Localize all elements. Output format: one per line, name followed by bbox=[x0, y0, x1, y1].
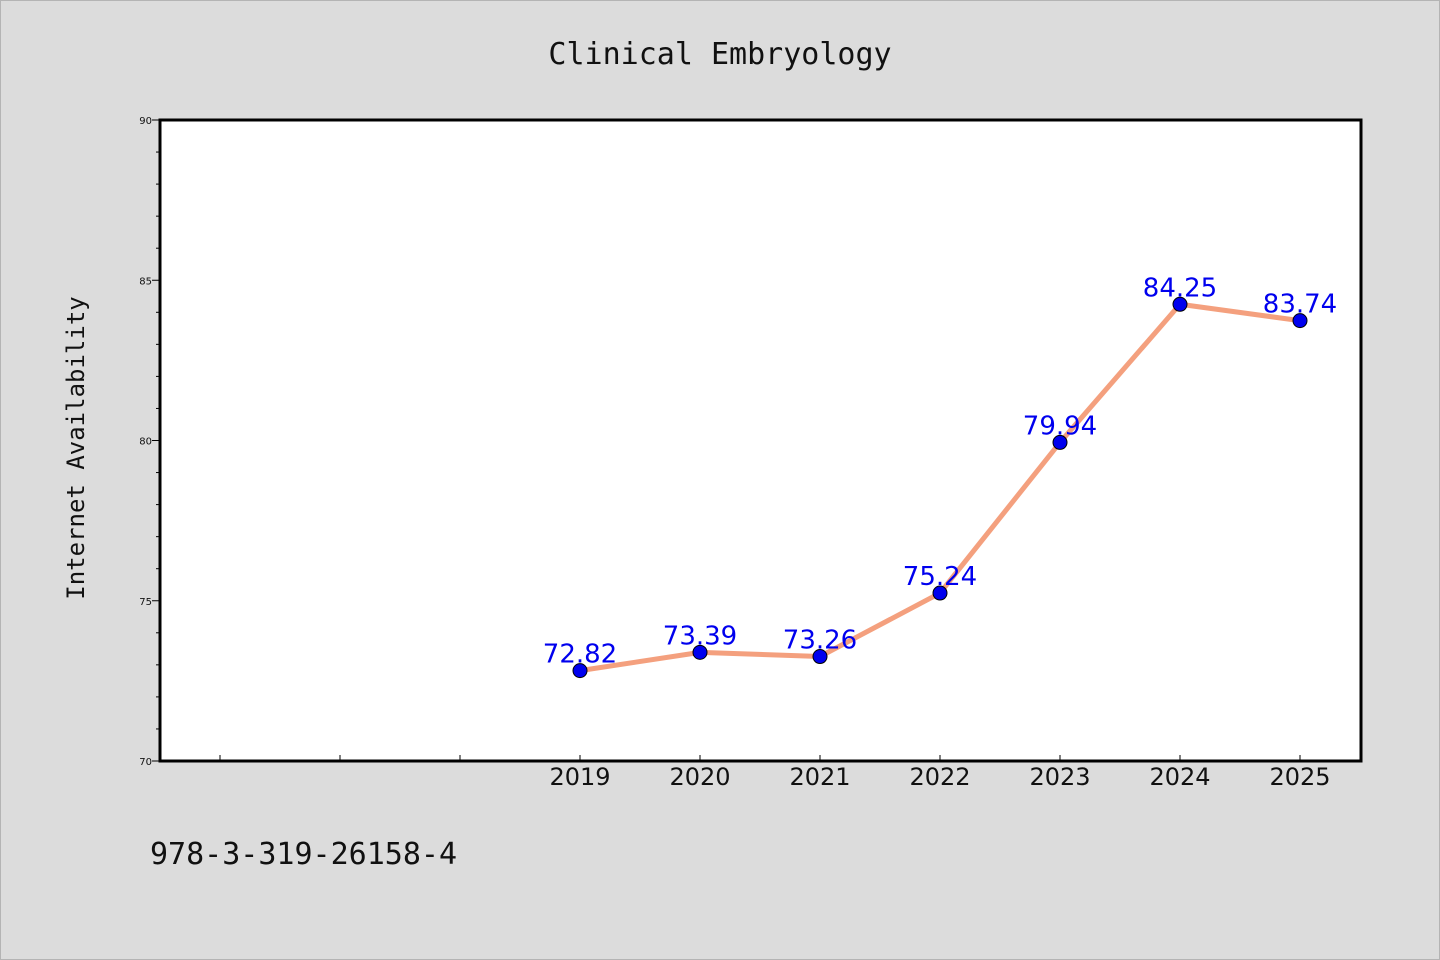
y-axis-ticks: 70 75 80 85 90 bbox=[139, 116, 160, 768]
data-label: 84.25 bbox=[1143, 273, 1217, 303]
data-label: 73.39 bbox=[663, 621, 737, 651]
plot-area bbox=[158, 118, 1363, 763]
data-point bbox=[1052, 434, 1068, 450]
data-point bbox=[1172, 296, 1188, 312]
x-tick-label: 2021 bbox=[789, 763, 850, 791]
data-point bbox=[1292, 313, 1308, 329]
data-label: 75.24 bbox=[903, 562, 977, 592]
y-axis-label: Internet Availability bbox=[62, 296, 90, 599]
y-tick-label: 70 bbox=[139, 757, 152, 768]
series-layer bbox=[572, 296, 1308, 679]
data-label: 79.94 bbox=[1023, 411, 1097, 441]
data-labels-layer: 72.82 73.39 73.26 75.24 79.94 84.25 83.74 bbox=[543, 273, 1337, 669]
data-label: 73.26 bbox=[783, 626, 857, 656]
chart-title: Clinical Embryology bbox=[548, 37, 891, 72]
x-tick-label: 2025 bbox=[1269, 763, 1330, 791]
data-point bbox=[692, 644, 708, 660]
x-tick-label: 2023 bbox=[1029, 763, 1090, 791]
y-tick-label: 75 bbox=[139, 597, 152, 608]
data-point bbox=[572, 663, 588, 679]
data-label: 83.74 bbox=[1263, 290, 1337, 320]
x-tick-label: 2022 bbox=[909, 763, 970, 791]
data-label: 72.82 bbox=[543, 640, 617, 670]
x-tick-label: 2020 bbox=[669, 763, 730, 791]
y-tick-label: 85 bbox=[139, 276, 152, 287]
data-point bbox=[932, 585, 948, 601]
y-tick-label: 80 bbox=[139, 437, 152, 448]
data-point bbox=[812, 649, 828, 665]
x-axis-ticks: 2019 2020 2021 2022 2023 2024 2025 bbox=[219, 755, 1331, 791]
isbn-footer: 978-3-319-26158-4 bbox=[150, 837, 457, 872]
x-tick-label: 2019 bbox=[549, 763, 610, 791]
x-tick-label: 2024 bbox=[1149, 763, 1210, 791]
y-tick-label: 90 bbox=[139, 116, 152, 127]
